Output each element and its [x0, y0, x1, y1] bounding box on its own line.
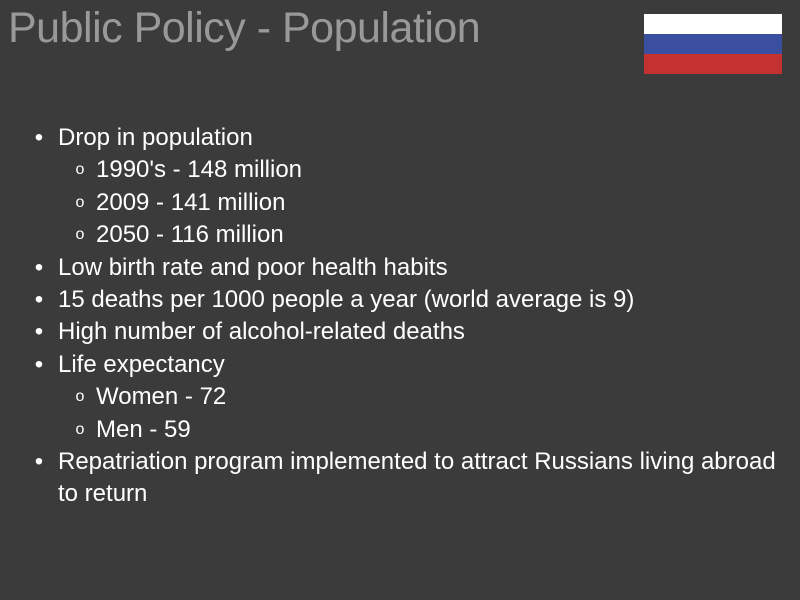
russia-flag-icon [644, 14, 782, 74]
bullet-marker: • [20, 284, 58, 316]
sub-text: 2050 - 116 million [96, 219, 780, 251]
bullet-item: •High number of alcohol-related deaths [20, 316, 780, 348]
bullet-text: Life expectancy [58, 349, 780, 381]
sub-marker: o [64, 187, 96, 214]
flag-stripe-white [644, 14, 782, 34]
sub-marker: o [64, 414, 96, 441]
sub-text: 1990's - 148 million [96, 154, 780, 186]
bullet-marker: • [20, 252, 58, 284]
bullet-text: Low birth rate and poor health habits [58, 252, 780, 284]
sub-item: o2050 - 116 million [64, 219, 780, 251]
sub-item: o2009 - 141 million [64, 187, 780, 219]
slide-title: Public Policy - Population [8, 4, 480, 53]
sub-text: Women - 72 [96, 381, 780, 413]
sub-item: o1990's - 148 million [64, 154, 780, 186]
bullet-item: •Drop in population [20, 122, 780, 154]
bullet-marker: • [20, 349, 58, 381]
bullet-marker: • [20, 316, 58, 348]
flag-stripe-red [644, 54, 782, 74]
bullet-text: High number of alcohol-related deaths [58, 316, 780, 348]
bullet-text: 15 deaths per 1000 people a year (world … [58, 284, 780, 316]
bullet-marker: • [20, 122, 58, 154]
sub-text: Men - 59 [96, 414, 780, 446]
header-row: Public Policy - Population [0, 0, 800, 74]
content-area: •Drop in populationo1990's - 148 million… [0, 74, 800, 511]
sub-text: 2009 - 141 million [96, 187, 780, 219]
sub-marker: o [64, 219, 96, 246]
bullet-marker: • [20, 446, 58, 478]
bullet-item: •15 deaths per 1000 people a year (world… [20, 284, 780, 316]
sub-list: oWomen - 72oMen - 59 [20, 381, 780, 446]
sub-item: oMen - 59 [64, 414, 780, 446]
bullet-list: •Drop in populationo1990's - 148 million… [20, 122, 780, 511]
sub-marker: o [64, 381, 96, 408]
bullet-text: Repatriation program implemented to attr… [58, 446, 780, 511]
bullet-text: Drop in population [58, 122, 780, 154]
bullet-item: •Life expectancy [20, 349, 780, 381]
bullet-item: •Repatriation program implemented to att… [20, 446, 780, 511]
bullet-item: •Low birth rate and poor health habits [20, 252, 780, 284]
sub-marker: o [64, 154, 96, 181]
sub-item: oWomen - 72 [64, 381, 780, 413]
flag-stripe-blue [644, 34, 782, 54]
sub-list: o1990's - 148 milliono2009 - 141 million… [20, 154, 780, 251]
